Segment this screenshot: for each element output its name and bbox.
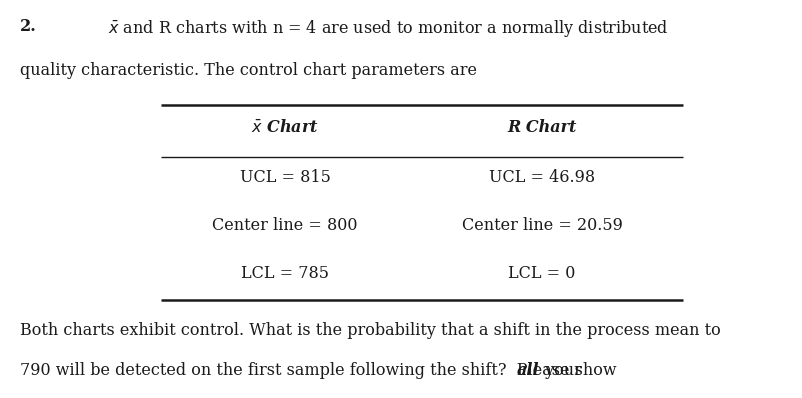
Text: Center line = 20.59: Center line = 20.59: [461, 217, 622, 234]
Text: UCL = 815: UCL = 815: [239, 169, 330, 186]
Text: R Chart: R Chart: [507, 119, 576, 137]
Text: all: all: [516, 362, 538, 379]
Text: UCL = 46.98: UCL = 46.98: [488, 169, 594, 186]
Text: 2.: 2.: [20, 18, 37, 35]
Text: LCL = 785: LCL = 785: [241, 265, 329, 282]
Text: $\bar{x}$ Chart: $\bar{x}$ Chart: [251, 119, 318, 137]
Text: quality characteristic. The control chart parameters are: quality characteristic. The control char…: [20, 62, 476, 79]
Text: Both charts exhibit control. What is the probability that a shift in the process: Both charts exhibit control. What is the…: [20, 322, 720, 339]
Text: $\bar{x}$ and R charts with n = 4 are used to monitor a normally distributed: $\bar{x}$ and R charts with n = 4 are us…: [108, 18, 668, 39]
Text: LCL = 0: LCL = 0: [508, 265, 575, 282]
Text: Center line = 800: Center line = 800: [212, 217, 358, 234]
Text: 790 will be detected on the first sample following the shift?  Please show: 790 will be detected on the first sample…: [20, 362, 621, 379]
Text: your: your: [539, 362, 581, 379]
